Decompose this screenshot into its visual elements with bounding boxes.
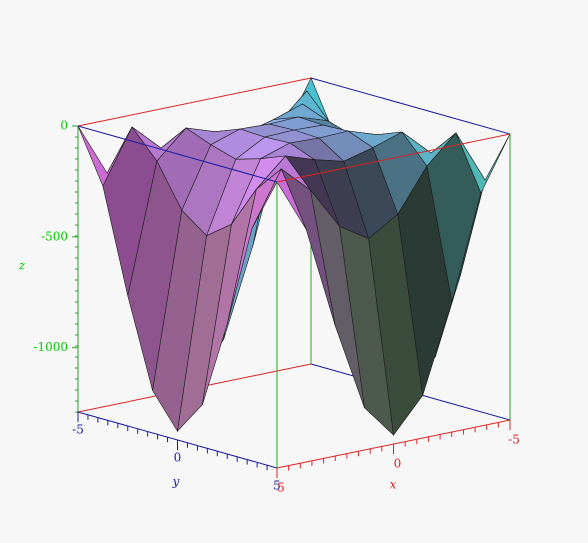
z-tick-label: -1000 (33, 340, 68, 354)
box-edge (77, 125, 278, 183)
x-axis-label: x (390, 478, 397, 492)
z-tick-label: 0 (60, 119, 68, 133)
z-tick-label: -500 (41, 229, 68, 243)
z-axis-label: z (18, 259, 26, 273)
box-edge (276, 133, 511, 183)
x-tick-label: 5 (277, 481, 285, 495)
y-tick-label: 5 (273, 479, 281, 493)
y-axis-label: y (172, 475, 180, 489)
x-tick-label: -5 (508, 433, 520, 447)
box-edge (310, 77, 511, 135)
y-tick-label: 0 (174, 451, 182, 465)
y-tick-label: -5 (72, 423, 84, 437)
x-tick-label: 0 (394, 457, 402, 471)
box-edge (77, 77, 312, 127)
